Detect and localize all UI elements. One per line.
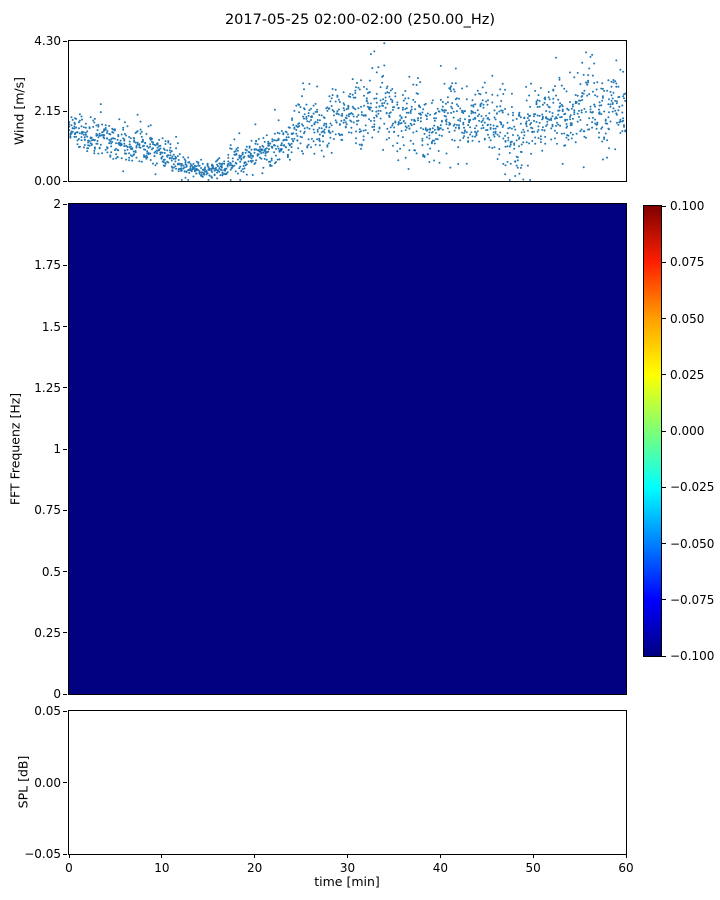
colorbar-tick-label: −0.100 [670,649,715,663]
colorbar-tick-mark [662,205,666,207]
x-tick-label: 10 [154,861,170,875]
y-tick-label: 1 [53,442,61,456]
y-tick-mark [63,326,67,327]
x-tick-label: 30 [339,861,356,875]
y-tick-label: 1.25 [34,380,61,395]
y-tick-label: −0.05 [24,847,61,861]
colorbar-tick-mark [662,261,666,263]
colorbar-tick-mark [662,374,666,376]
y-tick-label: 0.05 [34,704,61,718]
spl-y-axis-label: SPL [dB] [15,755,31,809]
colorbar-tick-mark [662,599,666,601]
y-tick-mark [63,571,67,572]
x-tick-mark [625,854,627,858]
y-tick-mark [63,264,67,266]
x-tick-label: 60 [618,861,634,875]
x-tick-mark [254,854,256,858]
x-tick-mark [161,854,163,858]
y-tick-label: 0.5 [41,564,61,579]
x-tick-mark [532,854,534,858]
y-tick-mark [63,203,67,205]
x-tick-label: 40 [432,861,448,875]
y-tick-mark [63,448,67,450]
colorbar-tick-mark [662,543,666,544]
colorbar-tick-label: 0.025 [670,367,705,382]
wind-scatter-panel: 0.00 2.15 4.30 [34,34,627,188]
y-tick-label: 2.15 [34,104,61,118]
y-tick-label: 0 [53,687,61,701]
y-tick-label: 2 [53,197,61,211]
colorbar-tick-label: −0.075 [670,592,715,607]
fft-y-axis-label: FFT Frequenz [Hz] [7,392,23,506]
colorbar-tick-mark [662,486,666,488]
colorbar-tick-label: 0.075 [670,255,705,270]
colorbar-tick-mark [662,655,666,657]
x-tick-mark [347,854,348,858]
colorbar-tick-label: 0.100 [670,199,705,213]
chart-title: 2017-05-25 02:00-02:00 (250.00_Hz) [224,12,496,28]
colorbar-tick-mark [662,430,666,432]
y-tick-mark [63,853,67,855]
y-tick-label: 1.75 [34,258,61,273]
y-tick-mark [63,632,67,634]
x-tick-mark [68,854,70,858]
y-tick-label: 0.00 [34,775,61,790]
x-axis-label: time [min] [314,874,380,889]
y-tick-mark [63,782,67,783]
wind-scatter-points [69,42,626,181]
colorbar: 0.100 0.075 0.050 0.025 0.000 −0.025 −0.050 −0.… [643,199,714,663]
x-tick-label: 20 [247,861,263,875]
x-tick-label: 0 [65,861,73,875]
spl-panel: 0.05 0.00 −0.05 0 10 20 30 40 50 60 [24,704,633,875]
colorbar-tick-label: −0.025 [670,480,715,495]
x-tick-label: 50 [525,861,541,875]
y-tick-mark [63,509,67,511]
colorbar-tick-label: 0.000 [670,424,705,438]
y-tick-mark [63,40,67,42]
y-tick-mark [63,693,67,695]
colorbar-tick-label: 0.050 [670,311,705,326]
x-tick-mark [439,854,441,858]
y-tick-label: 0.00 [34,174,61,188]
colorbar-tick-label: −0.050 [670,536,715,551]
y-tick-label: 0.75 [34,503,61,518]
y-tick-mark [63,110,67,112]
y-tick-label: 0.25 [34,625,61,640]
colorbar-tick-mark [662,318,666,319]
y-tick-label: 4.30 [34,34,61,48]
y-tick-mark [63,710,67,712]
spectrogram-panel: 0 0.25 0.5 0.75 1 1.25 1.5 1.75 2 [34,197,627,701]
y-tick-label: 1.5 [41,319,61,334]
y-tick-mark [63,387,67,389]
wind-y-axis-label: Wind [m/s] [11,76,27,146]
y-tick-mark [63,180,67,182]
